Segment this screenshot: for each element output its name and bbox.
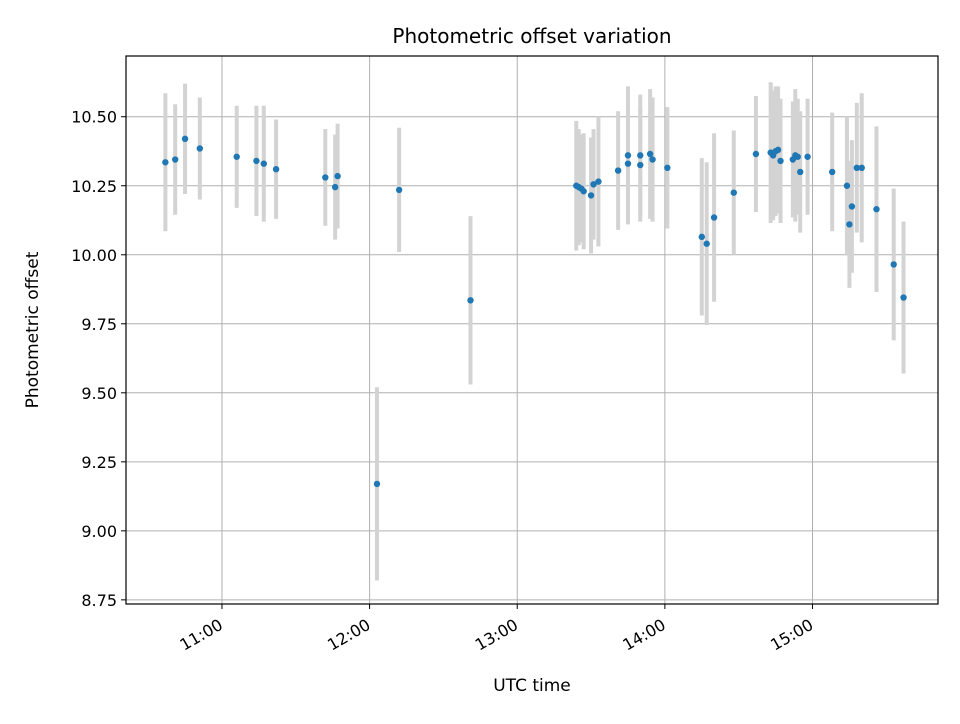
y-tick-label: 10.25 xyxy=(71,177,117,196)
data-point xyxy=(181,135,189,143)
data-point xyxy=(624,160,632,167)
data-point xyxy=(467,297,474,304)
y-tick-label: 9.50 xyxy=(81,384,117,403)
data-point xyxy=(334,172,341,180)
data-point xyxy=(710,214,718,221)
data-point xyxy=(730,189,737,196)
data-point xyxy=(373,480,381,488)
data-point xyxy=(774,146,782,154)
data-point xyxy=(646,150,654,158)
data-point xyxy=(395,186,403,194)
data-point xyxy=(196,145,204,152)
y-tick-label: 10.50 xyxy=(71,108,117,127)
data-point xyxy=(797,168,804,176)
y-tick-label: 9.75 xyxy=(81,315,117,334)
data-point xyxy=(703,240,710,247)
plot-frame xyxy=(125,55,939,605)
chart-title: Photometric offset variation xyxy=(392,24,671,48)
data-point xyxy=(900,294,907,301)
data-point xyxy=(649,156,656,163)
data-point xyxy=(853,164,860,172)
data-point xyxy=(587,192,595,199)
data-point xyxy=(843,182,851,189)
data-point xyxy=(752,150,760,158)
data-point xyxy=(846,221,853,228)
data-point xyxy=(580,188,587,195)
data-point xyxy=(260,160,267,167)
x-axis-label: UTC time xyxy=(493,676,571,696)
y-tick-label: 10.00 xyxy=(71,246,117,265)
data-point xyxy=(331,183,339,191)
data-point xyxy=(873,206,880,213)
data-point xyxy=(322,174,329,181)
y-axis-ticks: 8.75 9.00 9.25 9.50 9.75 10.00 10.25 10.50 xyxy=(71,108,126,610)
data-point xyxy=(698,233,705,241)
data-point xyxy=(828,168,836,176)
data-point xyxy=(777,157,784,165)
data-point xyxy=(794,153,801,160)
data-point xyxy=(590,181,597,188)
data-point xyxy=(804,153,811,160)
data-point xyxy=(624,152,632,159)
data-point xyxy=(233,153,240,160)
data-point xyxy=(595,178,602,185)
data-point xyxy=(162,159,169,166)
data-points xyxy=(162,135,907,488)
data-point xyxy=(172,156,179,163)
data-point xyxy=(890,261,897,268)
data-point xyxy=(253,157,260,165)
data-point xyxy=(858,164,865,172)
data-point xyxy=(614,167,622,174)
y-tick-label: 9.25 xyxy=(81,453,117,472)
data-point xyxy=(664,164,671,172)
y-tick-label: 8.75 xyxy=(81,591,117,610)
data-point xyxy=(637,161,644,169)
grid-lines xyxy=(126,56,938,604)
data-point xyxy=(848,203,856,210)
y-axis-label: Photometric offset xyxy=(23,251,43,408)
data-point xyxy=(272,165,280,173)
data-point xyxy=(637,152,644,159)
y-tick-label: 9.00 xyxy=(81,522,117,541)
